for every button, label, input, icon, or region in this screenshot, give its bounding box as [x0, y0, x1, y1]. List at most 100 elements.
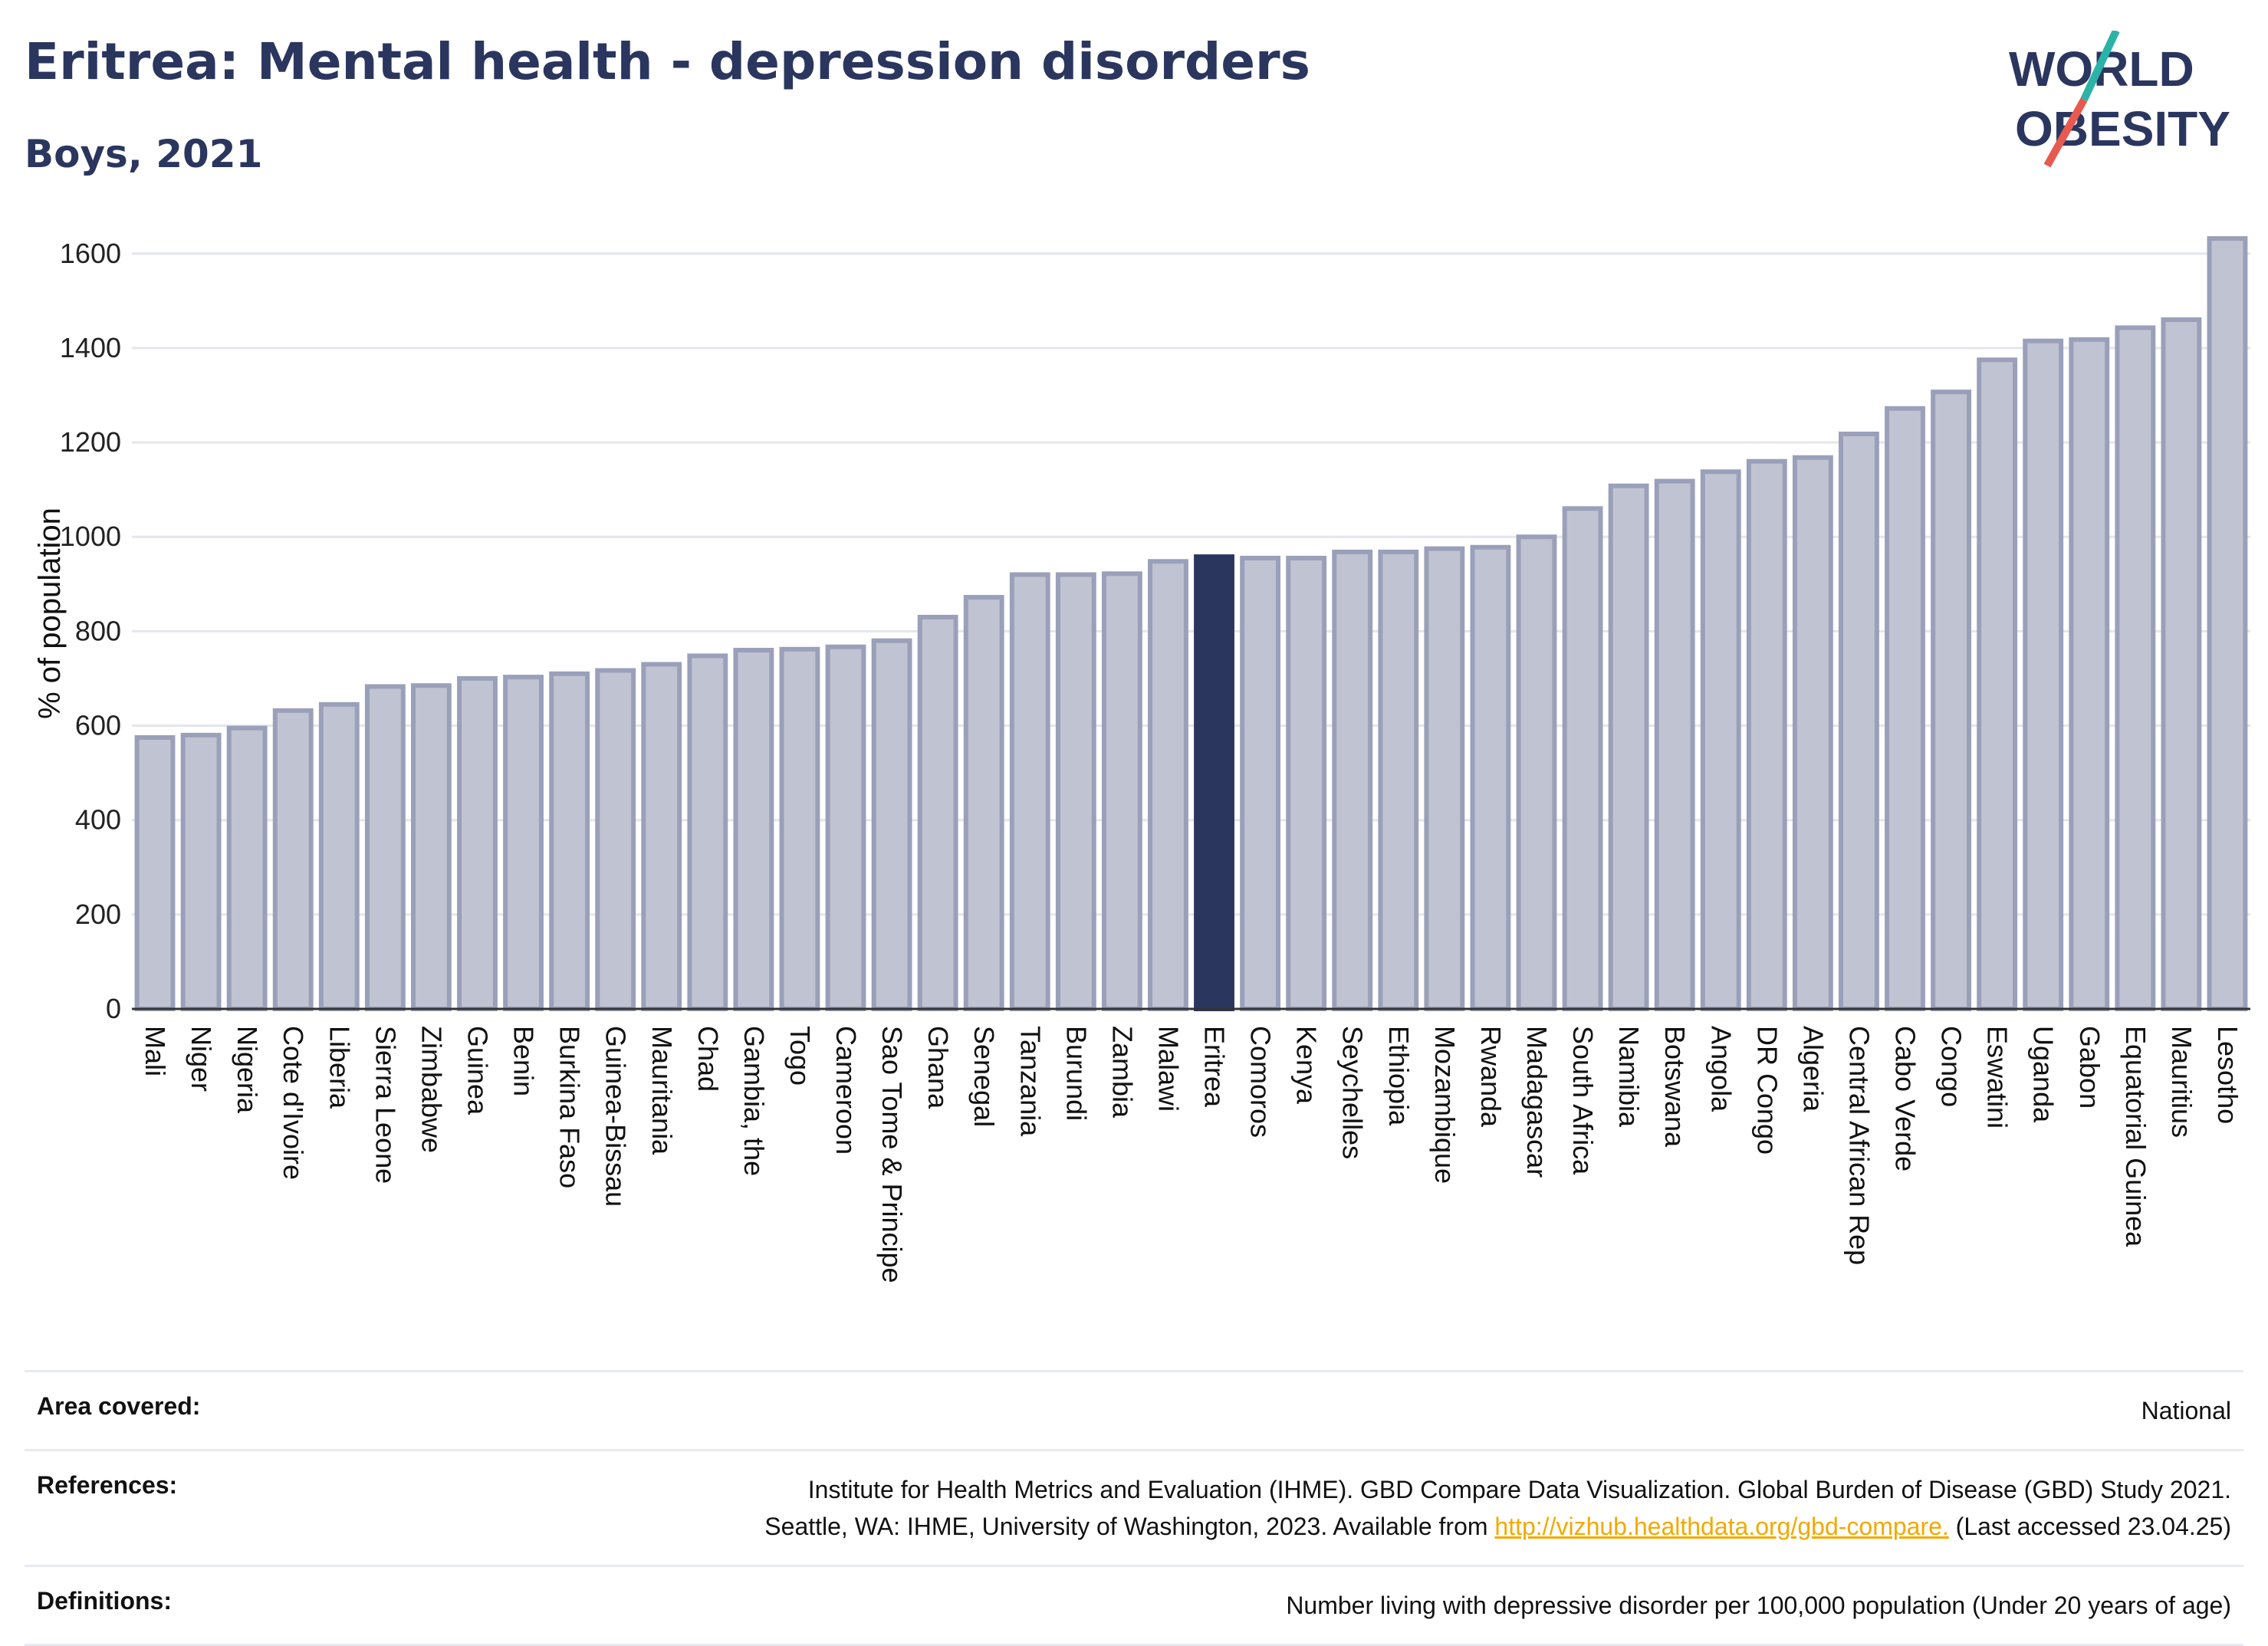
bar — [1608, 483, 1649, 1011]
bar — [1792, 455, 1833, 1011]
bar — [1470, 544, 1511, 1011]
y-tick-label: 600 — [75, 710, 121, 741]
footer-row-area: Area covered: National — [25, 1370, 2243, 1449]
x-tick-label: Zimbabwe — [416, 1026, 447, 1153]
bar — [595, 668, 636, 1011]
references-link[interactable]: http://vizhub.healthdata.org/gbd-compare… — [1494, 1513, 1949, 1540]
bar — [1700, 469, 1741, 1011]
bar — [1378, 549, 1419, 1011]
references-line2-pre: Seattle, WA: IHME, University of Washing… — [764, 1513, 1488, 1540]
bar — [1240, 555, 1281, 1011]
bars — [134, 236, 2248, 1012]
y-axis-label: % of population — [33, 508, 67, 719]
x-tick-label: Mauritania — [646, 1026, 678, 1155]
x-tick-label: Central African Rep — [1843, 1026, 1875, 1265]
x-tick-label: Senegal — [968, 1026, 1000, 1127]
x-tick-label: Rwanda — [1475, 1026, 1507, 1128]
bar — [1286, 555, 1327, 1011]
x-tick-label: Cabo Verde — [1890, 1026, 1921, 1171]
x-tick-label: Congo — [1936, 1026, 1967, 1107]
y-tick-label: 200 — [75, 899, 121, 930]
area-value: National — [2141, 1397, 2231, 1424]
bar — [2161, 317, 2202, 1011]
x-tick-label: Burkina Faso — [554, 1026, 586, 1188]
bar — [2207, 236, 2248, 1012]
x-tick-label: Guinea — [462, 1026, 493, 1115]
bar — [871, 638, 912, 1012]
x-tick-label: Benin — [508, 1026, 540, 1096]
footer-table: Area covered: National References: Insti… — [25, 1370, 2243, 1646]
x-tick-label: Comoros — [1245, 1026, 1277, 1138]
bar — [1009, 572, 1050, 1011]
bar — [1977, 357, 2018, 1012]
x-tick-label: Ghana — [922, 1026, 954, 1109]
bar — [1424, 546, 1465, 1011]
x-tick-label: Liberia — [324, 1026, 355, 1109]
x-tick-label: Kenya — [1291, 1026, 1323, 1105]
x-tick-label: Cote d'Ivoire — [278, 1026, 309, 1180]
x-tick-label: Seychelles — [1337, 1026, 1369, 1159]
bar — [2023, 338, 2064, 1012]
x-tick-label: Nigeria — [232, 1026, 263, 1114]
y-tick-label: 1600 — [60, 238, 121, 269]
x-tick-label: Equatorial Guinea — [2120, 1026, 2151, 1247]
y-axis: 0 200 400 600 800 1000 1200 1400 1600 — [60, 238, 121, 1024]
x-tick-label: DR Congo — [1751, 1026, 1783, 1155]
bar-chart: Mali Niger Nigeria Cote d'Ivoire Liberia Sier… — [33, 236, 2250, 1283]
x-axis: Mali Niger Nigeria Cote d'Ivoire Liberia Sier… — [132, 1007, 2250, 1283]
bar — [364, 684, 406, 1011]
y-tick-label: 0 — [106, 993, 121, 1024]
bar — [1101, 571, 1142, 1011]
bar — [687, 653, 728, 1011]
chart-title: Eritrea: Mental health - depression diso… — [25, 32, 1310, 91]
bar — [503, 675, 544, 1011]
bar — [549, 671, 590, 1011]
y-tick-label: 1000 — [60, 521, 121, 552]
bar — [1516, 534, 1557, 1011]
bar — [272, 708, 314, 1011]
x-tick-label: Zambia — [1106, 1026, 1138, 1119]
bar — [963, 595, 1004, 1011]
footer-row-definitions: Definitions: Number living with depressi… — [25, 1565, 2243, 1646]
x-tick-label: Uganda — [2028, 1026, 2059, 1123]
definitions-label: Definitions: — [37, 1587, 172, 1615]
x-tick-label: Angola — [1705, 1026, 1737, 1112]
logo-slash-bottom — [2043, 97, 2088, 168]
x-tick-label: Guinea-Bissau — [600, 1026, 632, 1207]
y-tick-label: 400 — [75, 804, 121, 836]
x-tick-label: Burundi — [1060, 1026, 1092, 1121]
bar — [457, 675, 498, 1012]
bar — [733, 648, 774, 1011]
x-tick-label: Botswana — [1659, 1026, 1691, 1148]
bar — [134, 734, 176, 1011]
x-tick-label: Sierra Leone — [370, 1026, 401, 1184]
bar — [825, 644, 866, 1011]
x-tick-label: Mauritius — [2166, 1026, 2197, 1138]
x-tick-label: Eritrea — [1199, 1026, 1231, 1108]
x-tick-label: Eswatini — [1982, 1026, 2013, 1129]
bar — [1148, 559, 1188, 1011]
x-tick-label: Togo — [784, 1026, 816, 1086]
x-tick-label: Madagascar — [1521, 1026, 1553, 1178]
x-tick-label: Mozambique — [1429, 1026, 1461, 1184]
y-tick-label: 1200 — [60, 426, 121, 458]
bar — [410, 683, 452, 1011]
bar — [917, 614, 958, 1011]
bar-highlight — [1194, 554, 1234, 1011]
references-label: References: — [37, 1471, 178, 1499]
x-tick-label: Niger — [186, 1026, 217, 1092]
bar — [180, 732, 222, 1011]
references-line1: Institute for Health Metrics and Evaluat… — [807, 1476, 2231, 1503]
y-tick-label: 1400 — [60, 332, 121, 363]
x-tick-label: Malawi — [1152, 1026, 1184, 1112]
x-tick-label: Gabon — [2074, 1026, 2105, 1109]
x-tick-label: Namibia — [1613, 1026, 1645, 1128]
logo-slash-top — [2080, 31, 2120, 102]
bar — [226, 725, 268, 1012]
world-obesity-logo: WORLD OBESITY — [2009, 31, 2230, 168]
x-tick-label: Ethiopia — [1383, 1026, 1415, 1126]
x-tick-label: Mali — [140, 1026, 171, 1076]
references-value: Institute for Health Metrics and Evaluat… — [764, 1471, 2231, 1545]
y-tick-label: 800 — [75, 615, 121, 646]
x-tick-label: Chad — [692, 1026, 724, 1092]
